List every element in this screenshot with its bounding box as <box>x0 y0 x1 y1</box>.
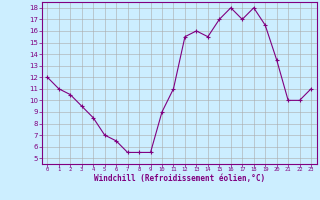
X-axis label: Windchill (Refroidissement éolien,°C): Windchill (Refroidissement éolien,°C) <box>94 174 265 183</box>
